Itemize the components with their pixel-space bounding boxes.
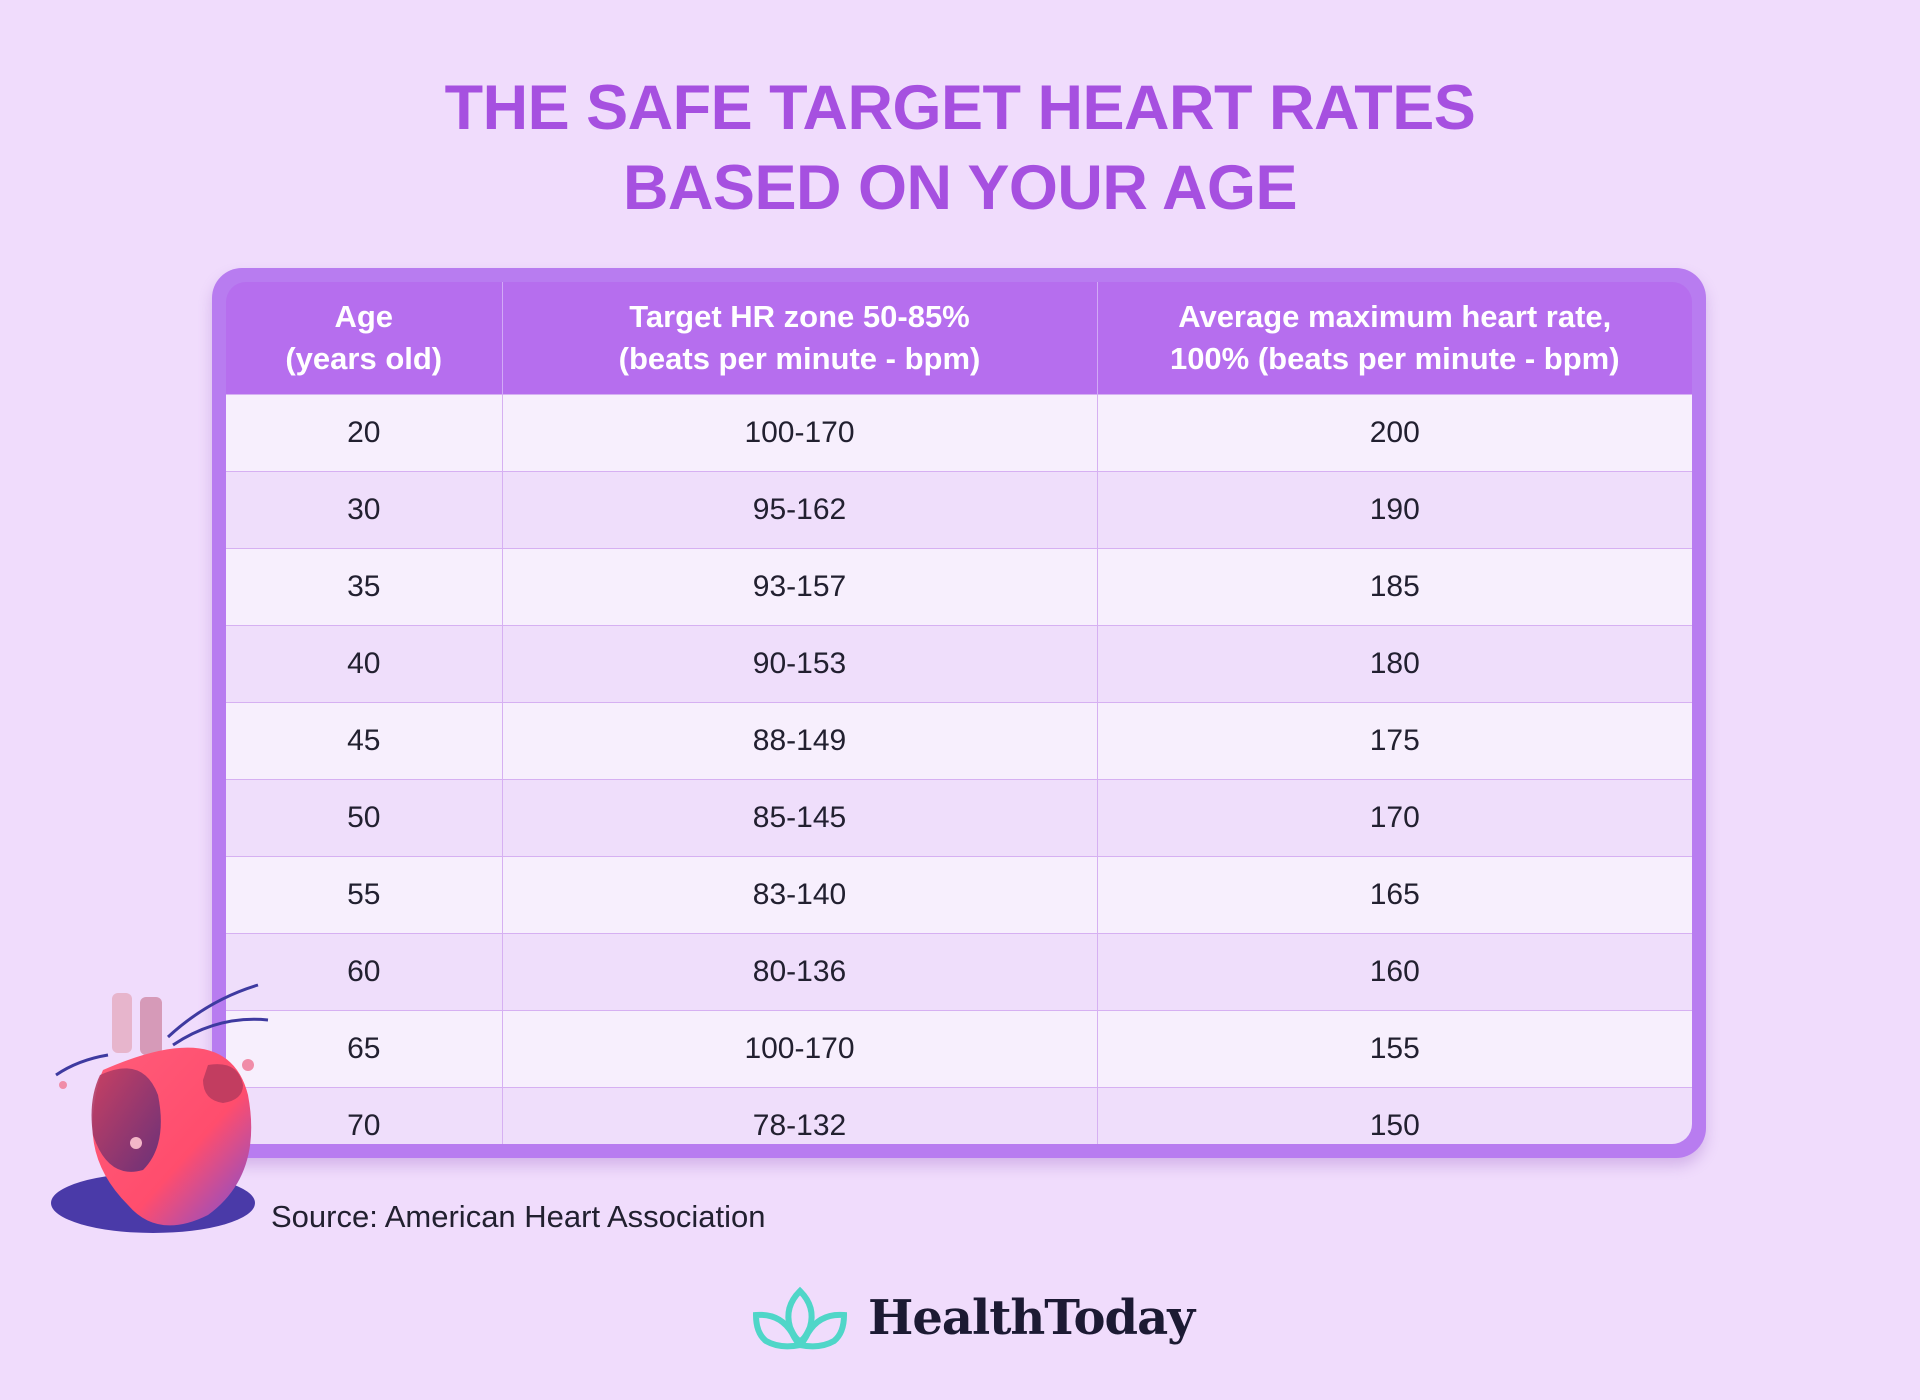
table-row: 50 85-145 170 bbox=[226, 779, 1692, 857]
max-rate-cell: 160 bbox=[1096, 933, 1692, 1011]
max-rate-cell: 150 bbox=[1096, 1087, 1692, 1144]
age-cell: 70 bbox=[226, 1087, 502, 1144]
title-line-1: THE SAFE TARGET HEART RATES bbox=[444, 73, 1476, 143]
max-rate-cell: 200 bbox=[1096, 394, 1692, 472]
heart-rate-table: Age (years old) Target HR zone 50-85% (b… bbox=[226, 282, 1692, 1144]
age-cell: 65 bbox=[226, 1010, 502, 1088]
lotus-icon bbox=[752, 1286, 848, 1350]
max-rate-cell: 175 bbox=[1096, 702, 1692, 780]
target-zone-cell: 83-140 bbox=[501, 856, 1097, 934]
max-rate-cell: 185 bbox=[1096, 548, 1692, 626]
column-header-age: Age (years old) bbox=[226, 282, 502, 395]
table-row: 55 83-140 165 bbox=[226, 856, 1692, 934]
age-cell: 20 bbox=[226, 394, 502, 472]
age-cell: 30 bbox=[226, 471, 502, 549]
table-row: 35 93-157 185 bbox=[226, 548, 1692, 626]
header-target-line-1: Target HR zone 50-85% bbox=[629, 299, 970, 334]
target-zone-cell: 88-149 bbox=[501, 702, 1097, 780]
heart-illustration-icon bbox=[51, 983, 269, 1233]
max-rate-cell: 180 bbox=[1096, 625, 1692, 703]
max-rate-cell: 190 bbox=[1096, 471, 1692, 549]
page-title: THE SAFE TARGET HEART RATES BASED ON YOU… bbox=[0, 68, 1920, 228]
header-max-line-1: Average maximum heart rate, bbox=[1178, 299, 1612, 334]
table-row: 20 100-170 200 bbox=[226, 394, 1692, 472]
table-row: 45 88-149 175 bbox=[226, 702, 1692, 780]
age-cell: 40 bbox=[226, 625, 502, 703]
source-citation: Source: American Heart Association bbox=[271, 1199, 766, 1234]
age-cell: 45 bbox=[226, 702, 502, 780]
column-header-target-zone: Target HR zone 50-85% (beats per minute … bbox=[501, 282, 1097, 395]
brand-name: HealthToday bbox=[868, 1290, 1195, 1346]
max-rate-cell: 155 bbox=[1096, 1010, 1692, 1088]
table-row: 40 90-153 180 bbox=[226, 625, 1692, 703]
header-age-line-1: Age bbox=[334, 299, 394, 334]
header-target-line-2: (beats per minute - bpm) bbox=[618, 341, 981, 376]
max-rate-cell: 165 bbox=[1096, 856, 1692, 934]
age-cell: 55 bbox=[226, 856, 502, 934]
title-line-2: BASED ON YOUR AGE bbox=[622, 153, 1298, 223]
max-rate-cell: 170 bbox=[1096, 779, 1692, 857]
table-header-row: Age (years old) Target HR zone 50-85% (b… bbox=[226, 282, 1692, 395]
age-cell: 60 bbox=[226, 933, 502, 1011]
table-card: Age (years old) Target HR zone 50-85% (b… bbox=[212, 268, 1706, 1158]
target-zone-cell: 90-153 bbox=[501, 625, 1097, 703]
brand-logo: HealthToday bbox=[750, 1283, 1195, 1353]
header-max-line-2: 100% (beats per minute - bpm) bbox=[1169, 341, 1620, 376]
table-row: 60 80-136 160 bbox=[226, 933, 1692, 1011]
target-zone-cell: 100-170 bbox=[501, 394, 1097, 472]
target-zone-cell: 80-136 bbox=[501, 933, 1097, 1011]
header-age-line-2: (years old) bbox=[285, 341, 443, 376]
target-zone-cell: 78-132 bbox=[501, 1087, 1097, 1144]
target-zone-cell: 85-145 bbox=[501, 779, 1097, 857]
target-zone-cell: 93-157 bbox=[501, 548, 1097, 626]
age-cell: 35 bbox=[226, 548, 502, 626]
table-row: 70 78-132 150 bbox=[226, 1087, 1692, 1144]
target-zone-cell: 95-162 bbox=[501, 471, 1097, 549]
target-zone-cell: 100-170 bbox=[501, 1010, 1097, 1088]
age-cell: 50 bbox=[226, 779, 502, 857]
table-row: 30 95-162 190 bbox=[226, 471, 1692, 549]
table-row: 65 100-170 155 bbox=[226, 1010, 1692, 1088]
column-header-max-rate: Average maximum heart rate, 100% (beats … bbox=[1096, 282, 1692, 395]
